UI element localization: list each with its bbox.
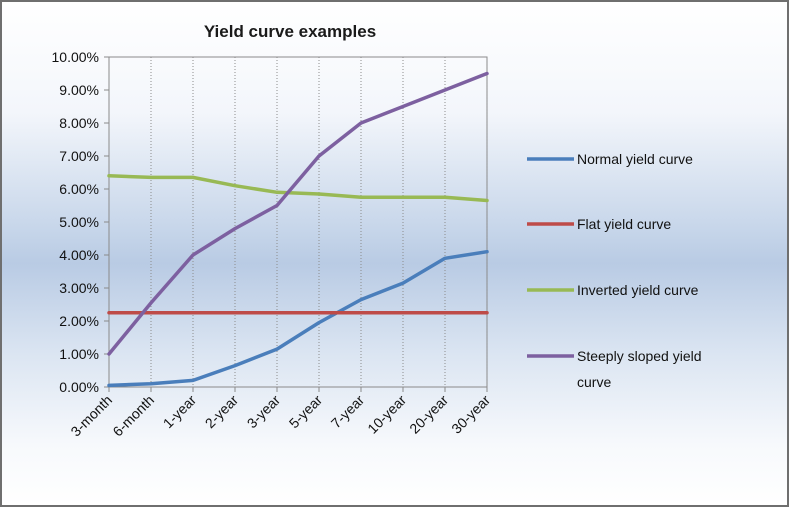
x-tick-label: 1-year — [160, 392, 200, 432]
chart-title: Yield curve examples — [204, 22, 376, 41]
x-tick-label: 5-year — [286, 392, 326, 432]
y-tick-label: 9.00% — [59, 82, 99, 98]
legend: Normal yield curve Flat yield curve Invert… — [527, 151, 702, 390]
x-tick-label: 3-month — [67, 392, 115, 440]
x-tick-label: 6-month — [109, 392, 157, 440]
y-tick-label: 2.00% — [59, 313, 99, 329]
x-tick-label: 10-year — [364, 392, 409, 437]
y-tick-label: 3.00% — [59, 280, 99, 296]
y-tick-label: 10.00% — [52, 49, 99, 65]
y-tick-label: 5.00% — [59, 214, 99, 230]
legend-label: curve — [577, 374, 611, 390]
series-line-3 — [107, 174, 489, 203]
y-tick-label: 8.00% — [59, 115, 99, 131]
legend-label: Normal yield curve — [577, 151, 693, 167]
y-tick-label: 6.00% — [59, 181, 99, 197]
x-tick-label: 30-year — [448, 392, 493, 437]
y-tick-label: 7.00% — [59, 148, 99, 164]
x-tick-label: 2-year — [202, 392, 242, 432]
x-tick-label: 7-year — [328, 392, 368, 432]
y-tick-label: 1.00% — [59, 346, 99, 362]
x-tick-label: 3-year — [244, 392, 284, 432]
plot-area: 0.00% 1.00% 2.00% 3.00% 4.00% 5.00% 6.00% 7.00%… — [52, 49, 494, 439]
y-tick-label: 0.00% — [59, 379, 99, 395]
legend-label: Steeply sloped yield — [577, 348, 702, 364]
y-tick-label: 4.00% — [59, 247, 99, 263]
x-tick-label: 20-year — [406, 392, 451, 437]
series-line-4 — [107, 71, 489, 356]
legend-label: Inverted yield curve — [577, 282, 699, 298]
legend-label: Flat yield curve — [577, 216, 671, 232]
series-line-1 — [107, 249, 489, 388]
